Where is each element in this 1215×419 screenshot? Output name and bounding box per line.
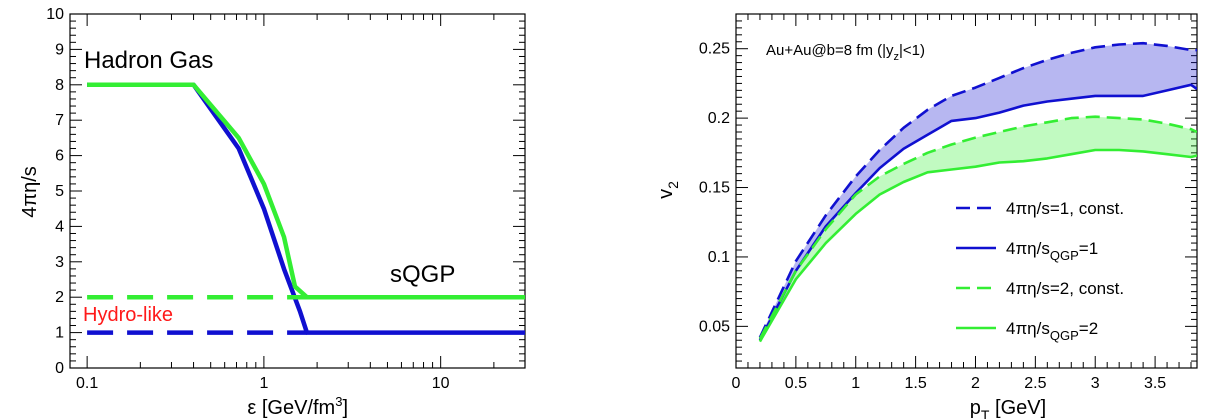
y-axis-title: 4πη/s — [19, 166, 41, 218]
y-tick-label: 0.25 — [699, 41, 730, 58]
x-tick-label: 3.5 — [1144, 375, 1166, 392]
legend-label: 4πη/s=1, const. — [1006, 199, 1124, 218]
viscosity-panel: 0 1 2 3 4 5 6 7 8 9 10 0.1 1 10 Hadron Gas sQGP Hydro… — [19, 6, 526, 419]
x-tick-label: 2.5 — [1024, 375, 1046, 392]
y-tick-label: 9 — [55, 41, 64, 58]
y-tick-label: 0.15 — [699, 180, 730, 197]
x-tick-label: 1.5 — [904, 375, 926, 392]
x-tick-label: 1 — [259, 375, 268, 392]
y-tick-label: 5 — [55, 183, 64, 200]
hydro-like-label: Hydro-like — [83, 304, 173, 326]
y-axis-title: v2 — [655, 181, 681, 199]
legend-label: 4πη/s=2, const. — [1006, 279, 1124, 298]
y-tick-label: 0 — [55, 360, 64, 377]
y-tick-label: 7 — [55, 112, 64, 129]
legend: 4πη/s=1, const. 4πη/sQGP=1 4πη/s=2, const.… — [956, 199, 1124, 343]
x-tick-label: 0.1 — [76, 375, 98, 392]
series-line-2 — [758, 115, 1197, 340]
y-tick-label: 8 — [55, 77, 64, 94]
series-line-3 — [758, 148, 1197, 343]
x-tick-label: 3 — [1091, 375, 1100, 392]
y-tick-label: 3 — [55, 254, 64, 271]
v2-panel: 0.05 0.1 0.15 0.2 0.25 0 0.5 1 1.5 2 2.5 3 3.5 Au+Au… — [655, 13, 1198, 419]
x-tick-label: 10 — [432, 375, 450, 392]
x-tick-label: 0.5 — [785, 375, 807, 392]
x-tick-label: 2 — [971, 375, 980, 392]
uncertainty-band-0 — [759, 43, 1197, 341]
plot-frame — [735, 13, 1198, 369]
y-tick-label: 4 — [55, 218, 64, 235]
sqgp-label: sQGP — [390, 261, 455, 288]
x-axis-title: pT [GeV] — [970, 397, 1046, 419]
legend-label: 4πη/sQGP=1 — [1006, 239, 1098, 263]
uncertainty-band-1 — [759, 116, 1197, 342]
x-axis-title: ε [GeV/fm3] — [247, 394, 348, 419]
x-tick-label: 0 — [732, 375, 741, 392]
y-tick-label: 10 — [46, 6, 64, 23]
y-tick-label: 6 — [55, 148, 64, 165]
hadron-gas-label: Hadron Gas — [84, 47, 213, 74]
legend-label: 4πη/sQGP=2 — [1006, 319, 1098, 343]
collision-label: Au+Au@b=8 fm (|yz|<1) — [766, 42, 925, 63]
y-tick-label: 2 — [55, 289, 64, 306]
series-line-0 — [758, 41, 1197, 339]
y-tick-label: 0.2 — [708, 110, 730, 127]
y-tick-label: 0.1 — [708, 249, 730, 266]
x-tick-label: 1 — [851, 375, 860, 392]
y-tick-label: 0.05 — [699, 318, 730, 335]
series-line-1 — [87, 82, 525, 300]
y-tick-label: 1 — [55, 325, 64, 342]
